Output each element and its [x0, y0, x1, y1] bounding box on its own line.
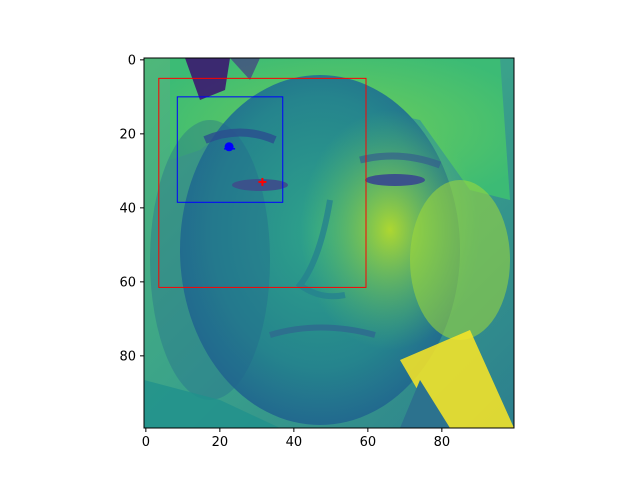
y-tick-label: 40 [119, 201, 136, 216]
x-tick-label: 60 [360, 435, 377, 450]
face-bounding-box [158, 77, 367, 288]
y-tick-label: 80 [119, 349, 136, 364]
x-tick-label: 0 [142, 435, 150, 450]
y-axis: 0 20 40 60 80 [119, 53, 144, 364]
x-tick-label: 40 [286, 435, 303, 450]
overlay-layer [158, 77, 367, 288]
eye-region-box [176, 96, 284, 203]
x-axis: 0 20 40 60 80 [142, 428, 450, 450]
predicted-point-marker [224, 142, 234, 152]
axes-frame [143, 57, 515, 429]
y-tick-label: 20 [119, 127, 136, 142]
x-tick-label: 20 [212, 435, 229, 450]
x-tick-label: 80 [434, 435, 451, 450]
y-tick-label: 60 [119, 275, 136, 290]
y-tick-label: 0 [128, 53, 136, 68]
target-point-marker [258, 177, 267, 186]
face-image [144, 58, 514, 428]
